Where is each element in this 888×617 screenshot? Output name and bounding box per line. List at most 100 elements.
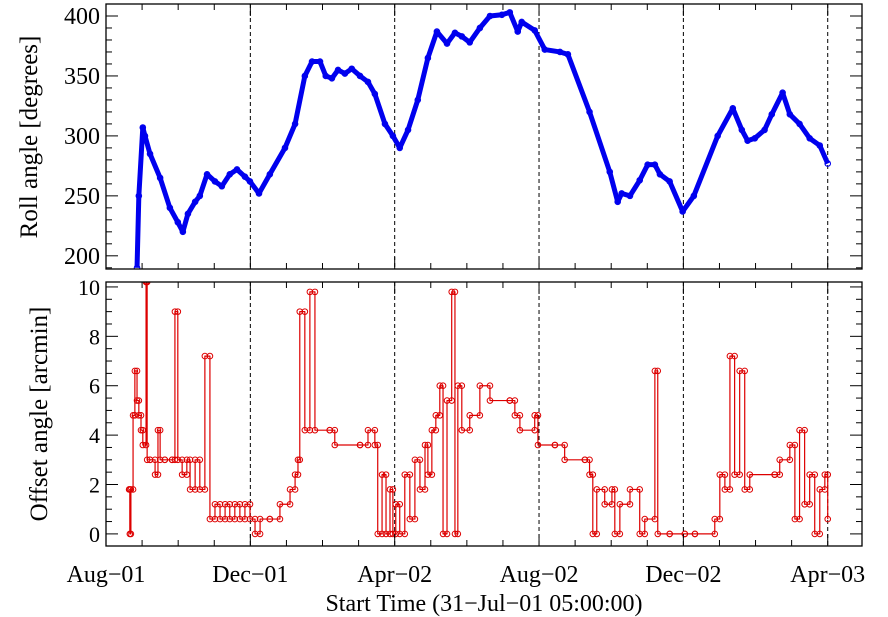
data-point [424,441,432,449]
data-point [711,515,719,523]
data-point [382,471,390,478]
data-point [614,198,621,206]
data-point [301,426,309,434]
data-point [451,29,459,37]
data-point [241,500,249,508]
data-point [586,108,593,116]
data-point [236,500,244,508]
data-point [127,530,135,538]
data-point [608,500,616,508]
data-point [139,426,147,434]
data-point [811,471,819,478]
data-point [681,530,689,538]
data-point [561,456,568,464]
data-point [448,288,456,296]
data-point [443,397,451,404]
data-point [466,426,474,434]
data-point [348,65,356,73]
data-point [432,426,440,434]
data-point [296,308,304,315]
data-point [641,515,649,523]
data-point [161,456,169,464]
data-point [506,9,514,16]
plot-frame [105,3,863,270]
data-point [776,471,784,478]
data-point [428,426,436,434]
data-point [476,24,484,32]
data-point [801,426,808,434]
data-point [178,456,186,464]
data-point [255,190,263,197]
data-point [824,471,832,478]
data-point [516,412,524,419]
data-point [458,426,466,434]
data-point [641,530,649,538]
data-point [308,58,316,65]
data-point [744,137,751,144]
data-point [306,288,314,296]
data-point [654,367,662,375]
data-point [511,412,519,419]
data-point [779,89,786,97]
data-point [156,426,164,434]
data-point [486,397,494,404]
data-point [816,486,824,493]
data-point [174,218,182,226]
data-point [451,288,459,296]
data-point [443,40,451,47]
data-point [396,530,404,538]
x-tick-label: Aug−01 [67,562,146,588]
data-point [404,126,412,134]
data-point [179,228,187,236]
data-point [133,264,141,269]
data-point [196,456,204,464]
data-point [534,412,542,419]
data-point [154,471,162,478]
data-point [806,500,813,508]
data-point [786,441,794,449]
data-point [328,75,336,82]
data-point [246,178,254,185]
data-point [241,173,249,180]
data-point [211,178,219,185]
x-tick-label: Dec−02 [645,562,721,588]
data-point [331,441,339,449]
data-point [381,120,389,128]
data-point [174,456,182,464]
data-point [184,210,192,218]
data-point [824,515,832,523]
data-point [356,72,364,80]
data-point [221,500,229,508]
data-point [746,471,754,478]
data-point [401,471,409,478]
data-point [586,456,593,464]
y-tick-label: 8 [89,324,100,349]
data-point [714,132,721,140]
data-point [514,28,522,35]
data-point [396,500,404,508]
data-point [326,426,334,434]
data-point [821,486,829,493]
data-point [586,471,593,478]
data-point [726,486,734,493]
data-point [651,367,659,375]
y-tick-label: 400 [64,4,100,30]
data-point [711,530,719,538]
data-point [636,176,644,184]
data-point [131,412,139,419]
data-point [382,530,390,538]
data-point [306,426,314,434]
data-point [626,192,634,200]
data-point [801,500,808,508]
data-point [626,486,634,493]
data-point [378,530,386,538]
data-point [386,486,394,493]
data-point [311,426,319,434]
data-point [266,515,274,523]
y-tick-label: 4 [89,423,100,448]
data-point [216,515,224,523]
data-point [432,412,440,419]
roll-angle-panel: 200 250 300 350 400 [64,3,863,270]
data-point [428,471,436,478]
data-point [746,486,754,493]
